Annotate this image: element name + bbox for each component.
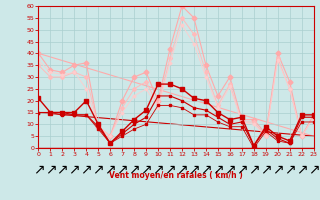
X-axis label: Vent moyen/en rafales ( km/h ): Vent moyen/en rafales ( km/h )	[109, 171, 243, 180]
